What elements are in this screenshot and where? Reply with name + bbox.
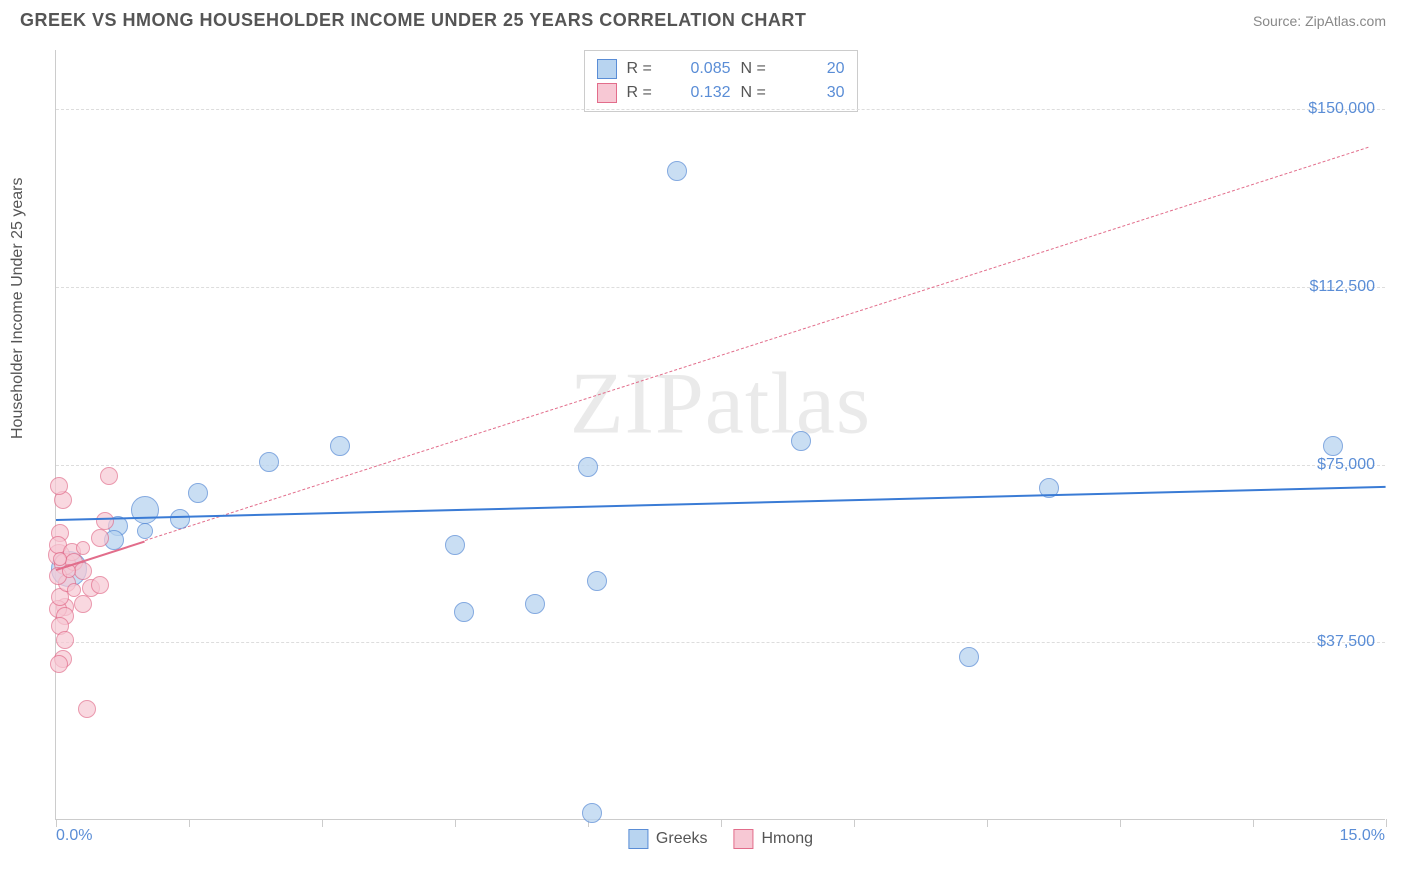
grid-line — [56, 465, 1385, 466]
source-label: Source: ZipAtlas.com — [1253, 13, 1386, 29]
legend-item-hmong: Hmong — [734, 829, 814, 849]
data-point-greeks — [582, 803, 602, 823]
r-label: R = — [627, 60, 661, 78]
data-point-greeks — [454, 602, 474, 622]
grid-line — [56, 287, 1385, 288]
n-label: N = — [741, 84, 775, 102]
x-tick — [1120, 819, 1121, 827]
grid-line — [56, 109, 1385, 110]
data-point-hmong — [50, 655, 68, 673]
legend-swatch-greeks — [628, 829, 648, 849]
n-value-hmong: 30 — [785, 84, 845, 102]
y-tick-label: $112,500 — [1309, 278, 1375, 296]
grid-line — [56, 642, 1385, 643]
correlation-stats-legend: R = 0.085 N = 20 R = 0.132 N = 30 — [584, 50, 858, 112]
data-point-greeks — [137, 523, 153, 539]
y-tick-label: $75,000 — [1317, 456, 1375, 474]
y-axis-label: Householder Income Under 25 years — [9, 178, 27, 439]
n-value-greeks: 20 — [785, 60, 845, 78]
legend-swatch-hmong — [734, 829, 754, 849]
legend-label-hmong: Hmong — [762, 830, 814, 848]
data-point-greeks — [525, 594, 545, 614]
data-point-greeks — [188, 483, 208, 503]
x-tick — [455, 819, 456, 827]
data-point-greeks — [445, 535, 465, 555]
n-label: N = — [741, 60, 775, 78]
data-point-greeks — [578, 457, 598, 477]
data-point-hmong — [76, 541, 90, 555]
watermark-text: ZIPatlas — [570, 353, 871, 454]
data-point-greeks — [259, 452, 279, 472]
x-axis-max-label: 15.0% — [1340, 827, 1385, 845]
data-point-hmong — [67, 583, 81, 597]
x-tick — [721, 819, 722, 827]
x-tick — [1253, 819, 1254, 827]
stats-row-hmong: R = 0.132 N = 30 — [597, 81, 845, 105]
trend-line — [145, 147, 1369, 541]
data-point-greeks — [667, 161, 687, 181]
data-point-hmong — [50, 477, 68, 495]
data-point-greeks — [131, 496, 159, 524]
legend-label-greeks: Greeks — [656, 830, 708, 848]
x-tick — [189, 819, 190, 827]
x-tick — [56, 819, 57, 827]
data-point-hmong — [74, 595, 92, 613]
swatch-greeks — [597, 59, 617, 79]
legend-item-greeks: Greeks — [628, 829, 708, 849]
chart-header: GREEK VS HMONG HOUSEHOLDER INCOME UNDER … — [0, 0, 1406, 37]
stats-row-greeks: R = 0.085 N = 20 — [597, 57, 845, 81]
x-tick — [322, 819, 323, 827]
scatter-chart: ZIPatlas R = 0.085 N = 20 R = 0.132 N = … — [55, 50, 1385, 820]
r-label: R = — [627, 84, 661, 102]
x-tick — [1386, 819, 1387, 827]
chart-title: GREEK VS HMONG HOUSEHOLDER INCOME UNDER … — [20, 10, 806, 31]
data-point-greeks — [1323, 436, 1343, 456]
series-legend: Greeks Hmong — [628, 829, 813, 849]
swatch-hmong — [597, 83, 617, 103]
data-point-greeks — [330, 436, 350, 456]
data-point-hmong — [53, 552, 67, 566]
r-value-greeks: 0.085 — [671, 60, 731, 78]
data-point-greeks — [959, 647, 979, 667]
data-point-greeks — [791, 431, 811, 451]
data-point-hmong — [96, 512, 114, 530]
y-tick-label: $37,500 — [1317, 633, 1375, 651]
data-point-hmong — [78, 700, 96, 718]
data-point-hmong — [56, 631, 74, 649]
r-value-hmong: 0.132 — [671, 84, 731, 102]
x-axis-min-label: 0.0% — [56, 827, 92, 845]
y-tick-label: $150,000 — [1308, 100, 1375, 118]
x-tick — [854, 819, 855, 827]
data-point-hmong — [91, 529, 109, 547]
data-point-hmong — [100, 467, 118, 485]
data-point-hmong — [91, 576, 109, 594]
data-point-greeks — [587, 571, 607, 591]
data-point-greeks — [170, 509, 190, 529]
x-tick — [987, 819, 988, 827]
